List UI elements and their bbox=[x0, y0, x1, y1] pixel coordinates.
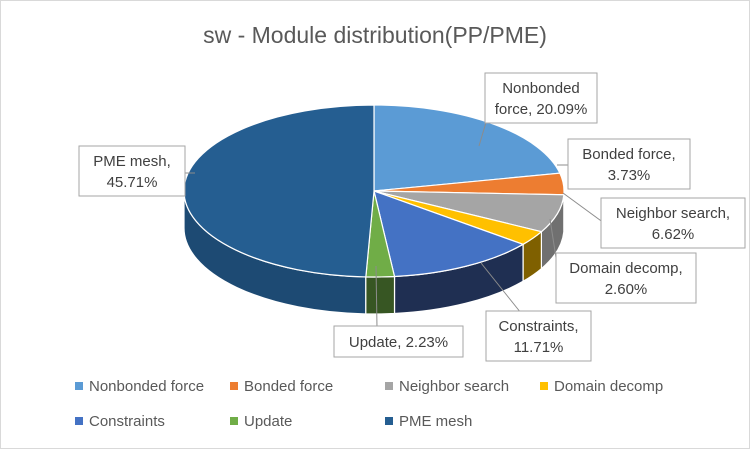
leader-line-constraints bbox=[480, 262, 522, 314]
leader-line-neighbor-search bbox=[562, 192, 605, 224]
legend-item-bonded-force: Bonded force bbox=[230, 378, 333, 395]
data-label-line2: force, 20.09% bbox=[495, 101, 588, 118]
data-label-box bbox=[485, 310, 592, 362]
data-label-constraints: Constraints, 11.71% bbox=[485, 310, 592, 362]
legend-swatch bbox=[540, 382, 548, 390]
legend-label: Nonbonded force bbox=[89, 378, 204, 395]
data-label-line1: PME mesh, bbox=[93, 153, 171, 170]
data-label-box bbox=[333, 325, 464, 358]
data-label-line1: Bonded force, bbox=[582, 146, 675, 163]
legend-item-constraints: Constraints bbox=[75, 413, 165, 430]
legend-swatch bbox=[230, 382, 238, 390]
legend-label: PME mesh bbox=[399, 413, 472, 430]
legend-label: Update bbox=[244, 413, 292, 430]
pie-slice-nonbonded-force bbox=[373, 104, 561, 192]
data-label-box bbox=[600, 197, 746, 249]
legend-label: Bonded force bbox=[244, 378, 333, 395]
data-label-line1: Nonbonded bbox=[502, 80, 580, 97]
data-label-update: Update, 2.23% bbox=[333, 325, 464, 358]
pie-side-update bbox=[365, 275, 396, 315]
legend-item-update: Update bbox=[230, 413, 292, 430]
data-label-bonded-force: Bonded force, 3.73% bbox=[567, 138, 691, 190]
legend-item-nonbonded-force: Nonbonded force bbox=[75, 378, 204, 395]
legend-swatch bbox=[385, 417, 393, 425]
data-label-box bbox=[555, 252, 697, 304]
data-label-pme-mesh: PME mesh, 45.71% bbox=[78, 145, 186, 197]
legend-item-domain-decomp: Domain decomp bbox=[540, 378, 663, 395]
data-label-line2: 6.62% bbox=[652, 226, 695, 243]
data-label-line1: Neighbor search, bbox=[616, 205, 730, 222]
leader-lines bbox=[183, 118, 605, 329]
data-label-domain-decomp: Domain decomp, 2.60% bbox=[555, 252, 697, 304]
data-label-neighbor-search: Neighbor search, 6.62% bbox=[600, 197, 746, 249]
legend-swatch bbox=[230, 417, 238, 425]
data-label-box bbox=[567, 138, 691, 190]
legend-swatch bbox=[75, 382, 83, 390]
legend-item-neighbor-search: Neighbor search bbox=[385, 378, 509, 395]
data-label-line2: 2.60% bbox=[605, 281, 648, 298]
pie-slice-constraints bbox=[373, 190, 525, 278]
data-label-nonbonded-force: Nonbonded force, 20.09% bbox=[484, 72, 598, 124]
legend-label: Neighbor search bbox=[399, 378, 509, 395]
data-label-line2: 45.71% bbox=[107, 174, 158, 191]
legend-label: Domain decomp bbox=[554, 378, 663, 395]
leader-line-update bbox=[375, 265, 378, 329]
legend-swatch bbox=[75, 417, 83, 425]
legend: Nonbonded force Bonded force Neighbor sear… bbox=[75, 378, 663, 430]
data-label-line2: 11.71% bbox=[514, 339, 564, 356]
data-label-line2: 3.73% bbox=[608, 167, 651, 184]
data-label-line1: Update, 2.23% bbox=[349, 334, 448, 351]
data-labels: Nonbonded force, 20.09% Bonded force, 3.73%… bbox=[78, 72, 746, 362]
legend-swatch bbox=[385, 382, 393, 390]
data-label-line1: Constraints, bbox=[498, 318, 578, 335]
legend-item-pme-mesh: PME mesh bbox=[385, 413, 472, 430]
pie-layer bbox=[183, 104, 565, 315]
chart-title: sw - Module distribution(PP/PME) bbox=[203, 22, 547, 48]
data-label-box bbox=[484, 72, 598, 124]
data-label-box bbox=[78, 145, 186, 197]
legend-label: Constraints bbox=[89, 413, 165, 430]
data-label-line1: Domain decomp, bbox=[569, 260, 682, 277]
